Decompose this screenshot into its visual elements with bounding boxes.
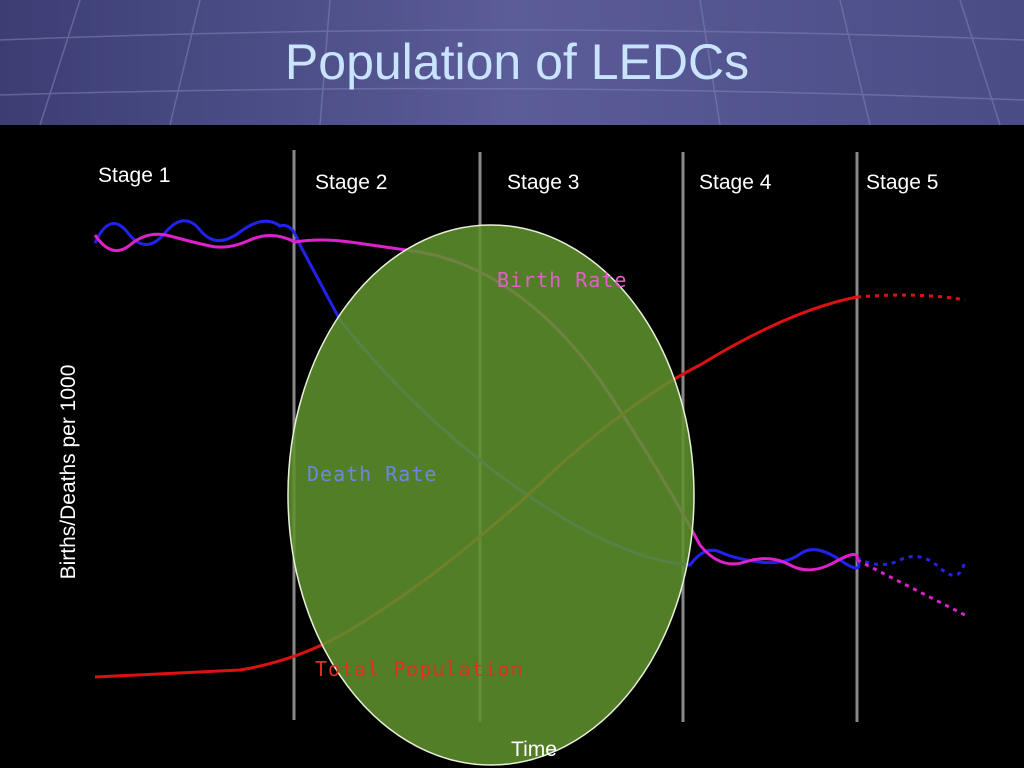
stage-label: Stage 5 xyxy=(866,171,938,194)
death-rate-projection xyxy=(856,554,967,577)
total-population-projection xyxy=(856,293,966,302)
y-axis-label: Births/Deaths per 1000 xyxy=(57,365,80,580)
birth-rate-projection xyxy=(856,558,966,617)
stage-label: Stage 3 xyxy=(507,171,579,194)
birth-rate-label: Birth Rate xyxy=(497,268,627,292)
stage-label: Stage 1 xyxy=(98,164,170,187)
slide-title: Population of LEDCs xyxy=(285,34,749,90)
stage-label: Stage 2 xyxy=(315,171,387,194)
header-band xyxy=(0,0,1024,125)
header-grid xyxy=(0,0,1024,126)
highlight-ellipse xyxy=(287,224,695,766)
x-axis-label: Time xyxy=(511,738,557,761)
death-rate-label: Death Rate xyxy=(307,462,437,486)
stage-label: Stage 4 xyxy=(699,171,772,194)
total-population-label: Total Population xyxy=(315,657,524,681)
